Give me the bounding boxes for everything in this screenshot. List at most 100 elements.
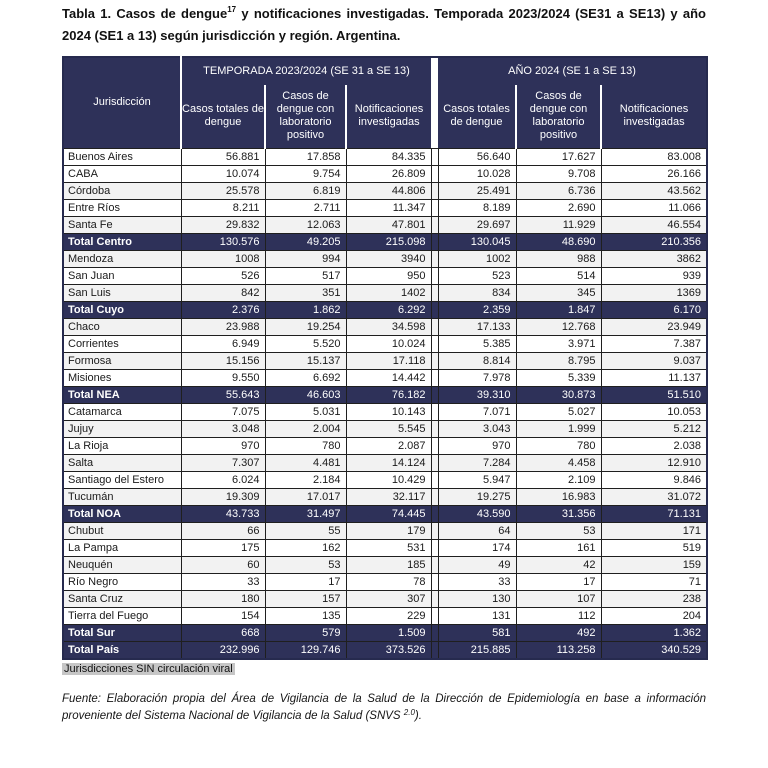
value-cell: 2.711	[264, 198, 347, 217]
value-cell: 42	[515, 555, 602, 574]
jurisdiction-cell: Córdoba	[62, 181, 182, 200]
value-cell: 8.795	[515, 351, 602, 370]
jurisdiction-cell: Tierra del Fuego	[62, 606, 182, 625]
value-cell: 31.356	[515, 504, 602, 523]
value-cell: 994	[264, 249, 347, 268]
jurisdiction-cell: Total Cuyo	[62, 300, 182, 319]
value-cell: 307	[345, 589, 432, 608]
value-cell: 26.166	[600, 164, 708, 183]
value-cell: 9.846	[600, 470, 708, 489]
value-cell: 113.258	[515, 640, 602, 659]
table-row: Salta 7.307 4.481 14.124 7.284 4.458 12.910	[62, 453, 708, 472]
value-cell: 1.362	[600, 623, 708, 642]
value-cell: 33	[180, 572, 266, 591]
group-separator-cell	[430, 266, 439, 285]
value-cell: 7.307	[180, 453, 266, 472]
jurisdiction-cell: Catamarca	[62, 402, 182, 421]
value-cell: 56.640	[437, 147, 517, 166]
group-separator-cell	[430, 232, 439, 251]
value-cell: 2.376	[180, 300, 266, 319]
value-cell: 7.978	[437, 368, 517, 387]
table-footnote: Jurisdicciones SIN circulación viral	[62, 662, 706, 677]
value-cell: 10.053	[600, 402, 708, 421]
value-cell: 2.087	[345, 436, 432, 455]
value-cell: 970	[180, 436, 266, 455]
value-cell: 15.156	[180, 351, 266, 370]
group-separator-cell	[430, 606, 439, 625]
value-cell: 1402	[345, 283, 432, 302]
group-separator-cell	[430, 300, 439, 319]
value-cell: 17	[515, 572, 602, 591]
value-cell: 2.038	[600, 436, 708, 455]
value-cell: 950	[345, 266, 432, 285]
value-cell: 64	[437, 521, 517, 540]
value-cell: 15.137	[264, 351, 347, 370]
value-cell: 43.733	[180, 504, 266, 523]
value-cell: 71.131	[600, 504, 708, 523]
source-text-end: ).	[414, 709, 422, 722]
value-cell: 204	[600, 606, 708, 625]
dengue-cases-table: Jurisdicción TEMPORADA 2023/2024 (SE 31 …	[62, 56, 709, 660]
group-separator	[431, 57, 439, 148]
value-cell: 16.983	[515, 487, 602, 506]
group-separator-cell	[430, 504, 439, 523]
jurisdiction-cell: Santiago del Estero	[62, 470, 182, 489]
table-row: San Luis 842 351 1402 834 345 1369	[62, 283, 708, 302]
value-cell: 842	[180, 283, 266, 302]
value-cell: 130.045	[437, 232, 517, 251]
value-cell: 3862	[600, 249, 708, 268]
value-cell: 23.949	[600, 317, 708, 336]
group-separator-cell	[430, 436, 439, 455]
table-row: Santa Fe 29.832 12.063 47.801 29.697 11.929 46…	[62, 215, 708, 234]
table-row: Misiones 9.550 6.692 14.442 7.978 5.339 11.137	[62, 368, 708, 387]
report-page: Tabla 1. Casos de dengue17 y notificacio…	[62, 3, 709, 725]
value-cell: 56.881	[180, 147, 266, 166]
value-cell: 6.292	[345, 300, 432, 319]
value-cell: 44.806	[345, 181, 432, 200]
table-row: Corrientes 6.949 5.520 10.024 5.385 3.971 7.38…	[62, 334, 708, 353]
value-cell: 71	[600, 572, 708, 591]
group-separator-cell	[430, 538, 439, 557]
group-separator-cell	[430, 419, 439, 438]
jurisdiction-cell: Chaco	[62, 317, 182, 336]
jurisdiction-cell: San Juan	[62, 266, 182, 285]
value-cell: 10.024	[345, 334, 432, 353]
value-cell: 9.708	[515, 164, 602, 183]
source-note: Fuente: Elaboración propia del Área de V…	[62, 691, 706, 725]
table-row: CABA 10.074 9.754 26.809 10.028 9.708 26.166	[62, 164, 708, 183]
value-cell: 1.999	[515, 419, 602, 438]
value-cell: 7.387	[600, 334, 708, 353]
jurisdiction-cell: Tucumán	[62, 487, 182, 506]
value-cell: 17	[264, 572, 347, 591]
table-row: Entre Ríos 8.211 2.711 11.347 8.189 2.690 11.0…	[62, 198, 708, 217]
value-cell: 78	[345, 572, 432, 591]
value-cell: 232.996	[180, 640, 266, 659]
group-separator-cell	[430, 317, 439, 336]
table-row: Jujuy 3.048 2.004 5.545 3.043 1.999 5.212	[62, 419, 708, 438]
table-header: Jurisdicción TEMPORADA 2023/2024 (SE 31 …	[63, 57, 708, 148]
group-separator-cell	[430, 147, 439, 166]
value-cell: 6.819	[264, 181, 347, 200]
snvs-version-superscript: 2.0	[403, 707, 415, 717]
table-body: Buenos Aires 56.881 17.858 84.335 56.640 17.6…	[62, 147, 708, 659]
value-cell: 46.603	[264, 385, 347, 404]
value-cell: 30.873	[515, 385, 602, 404]
column-header-notificaciones-temporada: Notificaciones investigadas	[344, 85, 432, 148]
value-cell: 1369	[600, 283, 708, 302]
value-cell: 9.754	[264, 164, 347, 183]
jurisdiction-cell: Total NEA	[62, 385, 182, 404]
value-cell: 31.072	[600, 487, 708, 506]
value-cell: 531	[345, 538, 432, 557]
value-cell: 373.526	[345, 640, 432, 659]
column-header-lab-positivo-2024: Casos de dengue con laboratorio positivo	[515, 85, 602, 148]
value-cell: 19.275	[437, 487, 517, 506]
value-cell: 48.690	[515, 232, 602, 251]
source-text: Fuente: Elaboración propia del Área de V…	[62, 692, 706, 722]
jurisdiction-cell: Formosa	[62, 351, 182, 370]
group-header-temporada: TEMPORADA 2023/2024 (SE 31 a SE 13)	[181, 57, 432, 85]
value-cell: 55.643	[180, 385, 266, 404]
value-cell: 215.098	[345, 232, 432, 251]
group-separator-cell	[430, 351, 439, 370]
value-cell: 581	[437, 623, 517, 642]
value-cell: 517	[264, 266, 347, 285]
